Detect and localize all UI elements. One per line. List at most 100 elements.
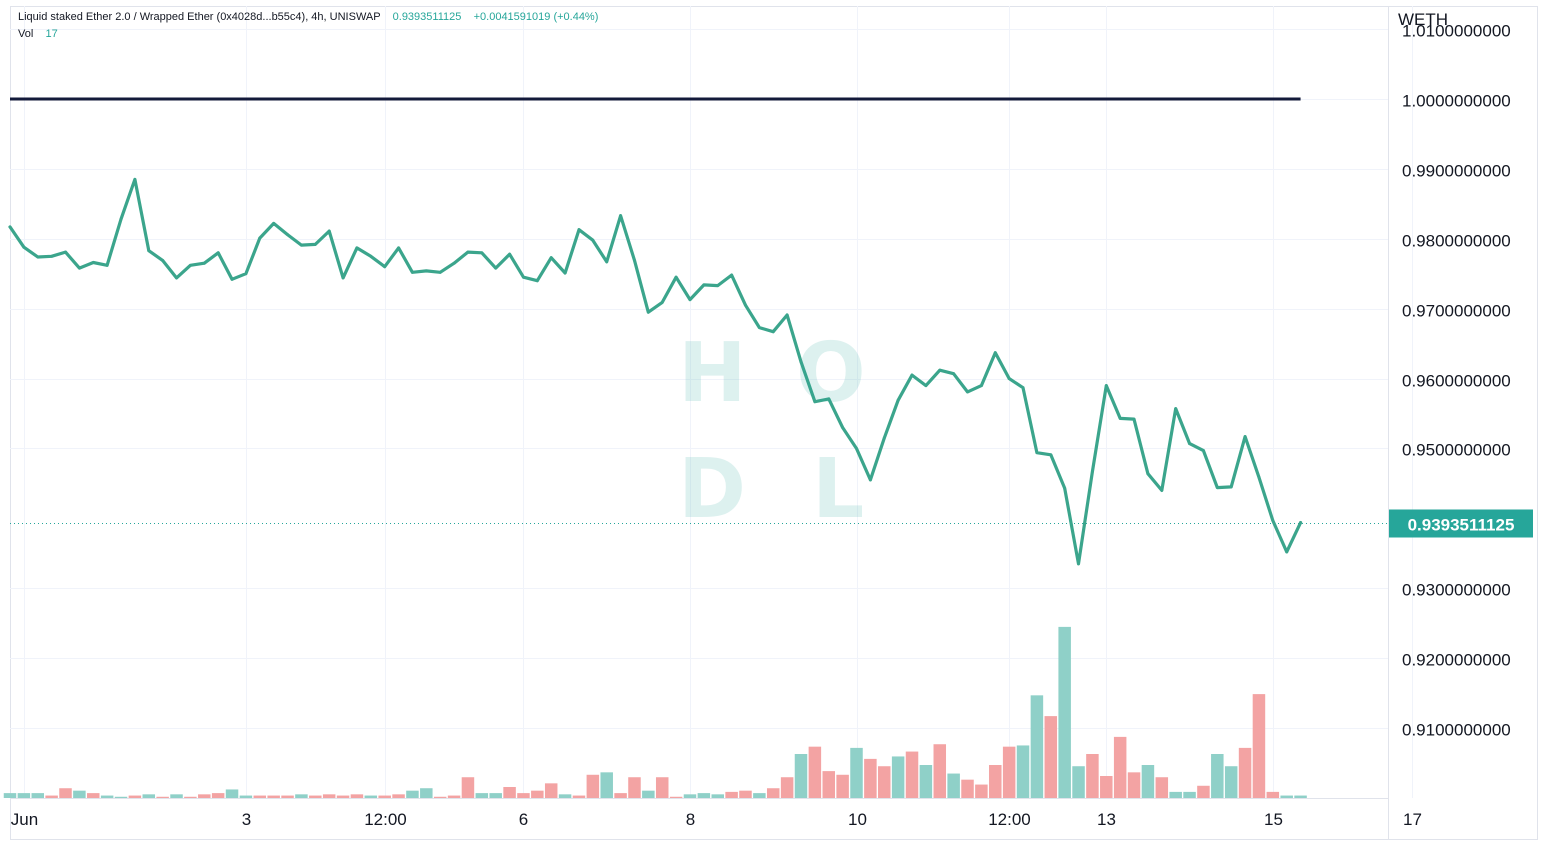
last-value: 0.9393511125 (392, 11, 462, 23)
data-point (119, 217, 123, 221)
volume-bar (45, 795, 58, 798)
volume-bar (836, 774, 849, 798)
data-point (1063, 486, 1067, 490)
volume-bar (1113, 736, 1127, 798)
last-price-badge-label: 0.9393511125 (1408, 516, 1515, 535)
data-point (466, 250, 470, 254)
data-point (1160, 489, 1164, 492)
volume-bar (1183, 791, 1196, 798)
x-tick-label: 3 (242, 810, 251, 829)
volume-bar (267, 795, 280, 798)
volume-bar (420, 788, 433, 798)
volume-bar (711, 794, 724, 798)
volume-bar (614, 793, 627, 798)
data-point (50, 254, 54, 258)
x-tick-label: Jun (11, 810, 38, 829)
volume-bar (1002, 746, 1016, 798)
data-point (744, 303, 747, 307)
volume-bar (683, 794, 697, 798)
data-point (896, 398, 900, 402)
volume-bar (1072, 766, 1085, 798)
volume-bar (544, 783, 558, 798)
data-point (1174, 407, 1178, 411)
volume-bar (1044, 716, 1058, 798)
data-point (383, 265, 387, 269)
data-point (868, 478, 872, 482)
y-tick-label: 0.9800000000 (1402, 232, 1511, 251)
volume-bar (531, 790, 544, 798)
watermark-letter-o: O (796, 326, 866, 421)
volume-bar (17, 793, 31, 798)
volume-bar (461, 777, 475, 798)
volume-bar (794, 754, 808, 798)
symbol-title[interactable]: Liquid staked Ether 2.0 / Wrapped Ether … (18, 11, 381, 23)
y-axis-unit-label: WETH (1398, 10, 1448, 29)
y-tick-label: 1.0100000000 (1402, 22, 1511, 41)
volume-bar (753, 793, 766, 798)
volume-bar (475, 793, 489, 798)
data-point (327, 229, 331, 233)
data-point (77, 266, 81, 270)
volume-bar (100, 795, 114, 798)
data-point (1215, 486, 1219, 490)
volume-bar (87, 793, 100, 798)
data-point (799, 360, 803, 364)
volume-bar (780, 777, 794, 798)
volume-bar (281, 795, 294, 798)
vol-label[interactable]: Vol (18, 28, 34, 40)
volume-bar (1238, 747, 1252, 798)
data-point (1035, 451, 1039, 455)
volume-bar (336, 795, 350, 798)
volume-bar (1294, 795, 1307, 798)
volume-bar (295, 794, 308, 798)
watermark-letter-d: D (678, 442, 747, 537)
volume-bar (322, 794, 336, 798)
data-point (36, 255, 40, 259)
volume-bar (1016, 745, 1030, 798)
data-point (688, 298, 692, 301)
data-point (605, 260, 609, 264)
y-tick-label: 0.9200000000 (1402, 651, 1511, 670)
volume-bar (1197, 785, 1210, 798)
volume-bar (489, 793, 502, 798)
data-point (1104, 384, 1108, 387)
data-point (258, 236, 262, 240)
x-tick-label: 12:00 (988, 810, 1031, 829)
watermark-letter-h: H (678, 326, 747, 421)
data-point (1229, 485, 1233, 489)
volume-bar (586, 774, 600, 798)
volume-bar (142, 794, 156, 798)
data-point (1146, 472, 1150, 476)
volume-bar (1058, 626, 1071, 798)
data-point (591, 238, 595, 242)
data-point (979, 384, 983, 387)
data-point (841, 426, 845, 429)
x-tick-label: 6 (519, 810, 528, 829)
data-point (1257, 475, 1261, 479)
data-point (411, 270, 414, 274)
watermark-letter-l: L (812, 442, 865, 537)
data-point (535, 279, 539, 283)
volume-bar (1211, 754, 1224, 798)
x-tick-label: 17 (1403, 810, 1422, 829)
data-point (424, 269, 428, 273)
data-point (355, 246, 359, 250)
volume-bar (739, 790, 752, 798)
data-point (910, 373, 914, 377)
data-point (480, 251, 484, 255)
data-point (1299, 521, 1302, 524)
volume-bar (378, 795, 391, 798)
data-point (1285, 550, 1289, 554)
volume-bar (989, 765, 1002, 798)
volume-bar (59, 788, 72, 798)
volume-bar (1252, 694, 1266, 798)
data-point (966, 390, 969, 394)
volume-bar (114, 796, 128, 798)
data-point (785, 313, 789, 317)
data-point (1202, 449, 1205, 452)
volume-bar (1141, 765, 1155, 798)
volume-bar (239, 795, 253, 798)
volume-bar (905, 751, 919, 798)
data-point (244, 272, 248, 276)
